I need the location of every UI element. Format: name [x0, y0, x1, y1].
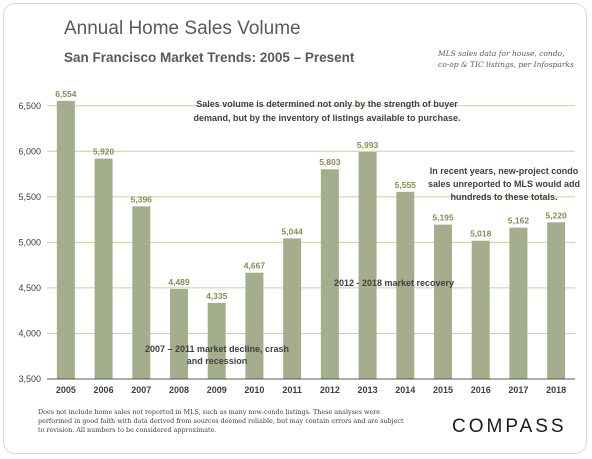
disclaimer: Does not include home sales not reported… — [38, 408, 404, 434]
data-label: 5,803 — [319, 157, 341, 167]
annotation-text: and recession — [187, 356, 248, 366]
data-label: 5,555 — [395, 180, 417, 190]
data-labels: 6,554 5,920 5,396 4,489 4,335 4,667 5,044 5,803… — [55, 89, 567, 301]
chart-title: Annual Home Sales Volume — [64, 18, 301, 39]
data-label: 5,920 — [93, 147, 115, 157]
y-tick-label: 6,000 — [18, 146, 41, 156]
data-label: 5,993 — [357, 140, 379, 150]
annotation-text: sales unreported to MLS would add — [428, 179, 580, 189]
x-tick-label: 2016 — [471, 385, 491, 395]
source-note: MLS sales data for house, condo, co-op &… — [438, 49, 574, 69]
annotations: Sales volume is determined not only by t… — [145, 99, 580, 366]
data-label: 5,220 — [546, 210, 568, 220]
bar — [207, 302, 226, 379]
y-tick-label: 5,000 — [18, 237, 41, 247]
data-label: 5,018 — [470, 229, 492, 239]
y-tick-label: 4,500 — [18, 283, 41, 293]
x-tick-label: 2017 — [508, 385, 528, 395]
data-label: 6,554 — [55, 89, 77, 99]
x-tick-label: 2011 — [282, 385, 302, 395]
bar — [283, 238, 302, 379]
annotation-text: In recent years, new-project condo — [430, 166, 579, 176]
y-axis: 3,500 4,000 4,500 5,000 5,500 6,000 6,500 — [18, 101, 41, 384]
x-tick-label: 2008 — [169, 385, 189, 395]
bar — [547, 222, 566, 379]
y-tick-label: 3,500 — [18, 374, 41, 384]
data-label: 5,195 — [432, 213, 454, 223]
x-tick-label: 2006 — [94, 385, 114, 395]
x-axis: 2005 2006 2007 2008 2009 2010 2011 2012 2013 2014… — [47, 378, 575, 395]
data-label: 4,335 — [206, 291, 228, 301]
data-label: 4,667 — [244, 261, 266, 271]
chart-subtitle: San Francisco Market Trends: 2005 – Pres… — [64, 50, 355, 65]
y-tick-label: 6,500 — [18, 101, 41, 111]
annotation-text: Sales volume is determined not only by t… — [196, 99, 458, 109]
x-tick-label: 2014 — [395, 385, 415, 395]
gridlines — [47, 105, 575, 334]
annotation-text: demand, but by the inventory of listings… — [193, 113, 460, 123]
compass-logo: COMPASS — [452, 416, 567, 437]
data-label: 5,396 — [131, 194, 153, 204]
bar — [56, 100, 75, 379]
bar — [358, 151, 377, 379]
bar — [509, 227, 528, 379]
data-label: 5,162 — [508, 216, 530, 226]
data-label: 5,044 — [282, 226, 304, 236]
annotation-text: hundreds to these totals. — [450, 192, 557, 202]
annotation-text: 2012 - 2018 market recovery — [334, 278, 454, 288]
bar — [434, 224, 452, 379]
x-tick-label: 2018 — [546, 385, 566, 395]
bar — [132, 206, 151, 379]
x-tick-label: 2009 — [207, 385, 227, 395]
x-tick-label: 2013 — [358, 385, 378, 395]
bars — [56, 100, 566, 379]
x-tick-label: 2012 — [320, 385, 340, 395]
x-tick-label: 2010 — [244, 385, 264, 395]
bar — [170, 288, 188, 379]
bar — [94, 158, 113, 379]
bar — [320, 169, 339, 379]
x-tick-label: 2015 — [433, 385, 453, 395]
bar — [396, 191, 415, 379]
y-tick-label: 5,500 — [18, 192, 41, 202]
x-tick-label: 2007 — [131, 385, 151, 395]
bar — [245, 272, 264, 379]
y-tick-label: 4,000 — [18, 328, 41, 338]
data-label: 4,489 — [168, 277, 190, 287]
annotation-text: 2007 – 2011 market decline, crash — [145, 344, 289, 354]
bar — [471, 240, 490, 379]
x-tick-label: 2005 — [56, 385, 76, 395]
